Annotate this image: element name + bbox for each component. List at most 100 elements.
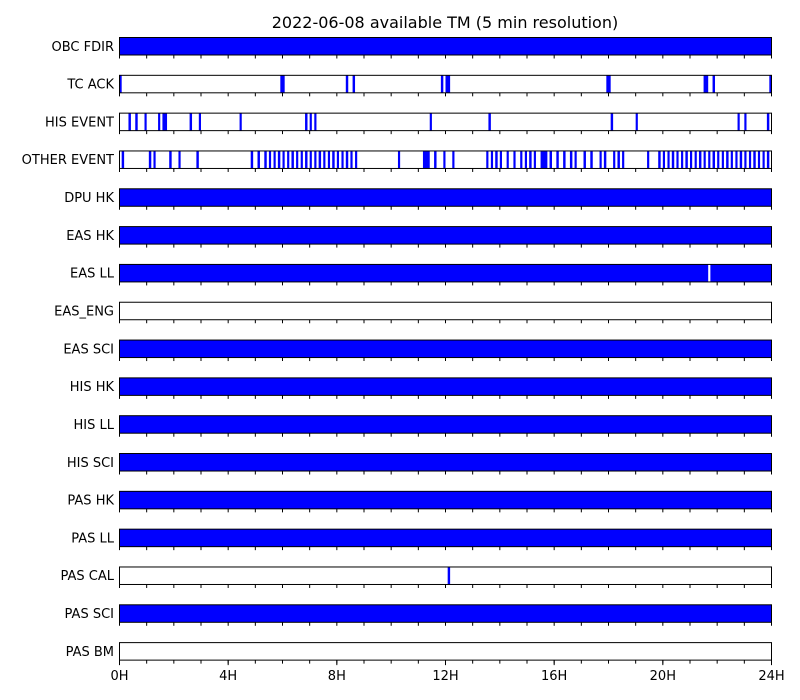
available-interval (119, 491, 772, 509)
available-interval (352, 75, 356, 93)
timeline-rows: OBC FDIR TC ACK HIS EVENT OTHER EVENT DPU HK… (22, 37, 772, 664)
available-interval (556, 150, 559, 169)
available-interval (355, 150, 358, 169)
available-interval (685, 150, 688, 169)
x-tick-label: 0H (110, 669, 128, 684)
available-interval (513, 150, 516, 169)
available-interval (273, 150, 276, 169)
available-interval (119, 188, 772, 207)
available-interval (590, 150, 593, 169)
available-interval (698, 150, 702, 169)
available-interval (178, 150, 181, 169)
available-interval (748, 150, 752, 169)
row-frame (119, 566, 772, 585)
row-label: HIS LL (74, 418, 115, 433)
available-interval (119, 264, 709, 282)
available-interval (135, 113, 138, 131)
available-interval (345, 75, 349, 93)
available-interval (744, 113, 747, 131)
available-interval (314, 150, 317, 169)
x-tick-label: 12H (432, 669, 458, 684)
available-interval (712, 75, 715, 93)
x-tick-label: 4H (219, 669, 237, 684)
row-label: PAS SCI (65, 607, 114, 622)
available-interval (119, 529, 772, 547)
available-interval (599, 150, 602, 169)
row-label: HIS SCI (67, 456, 114, 471)
x-axis: 0H 4H 8H 12H 16H 20H 24H (110, 660, 785, 684)
available-interval (280, 75, 285, 93)
available-interval (721, 150, 724, 169)
timeline-row: HIS SCI (67, 453, 772, 475)
available-interval (296, 150, 299, 169)
timeline-row: DPU HK (64, 188, 772, 210)
row-frame (119, 112, 772, 132)
timeline-row: EAS LL (70, 263, 772, 286)
available-interval (323, 150, 326, 169)
available-interval (440, 75, 444, 93)
timeline-row: PAS HK (67, 490, 772, 513)
timeline-row: EAS SCI (63, 339, 772, 362)
available-interval (148, 150, 152, 169)
available-interval (198, 113, 201, 131)
x-tick-label: 8H (328, 669, 346, 684)
available-interval (610, 113, 614, 131)
available-interval (712, 150, 715, 169)
available-interval (694, 150, 697, 169)
row-label: TC ACK (66, 78, 114, 93)
available-interval (766, 113, 770, 131)
available-interval (647, 150, 650, 169)
available-interval (726, 150, 729, 169)
available-interval (287, 150, 290, 169)
timeline-row: TC ACK (66, 74, 772, 97)
available-interval (488, 113, 491, 131)
available-interval (119, 453, 772, 472)
available-interval (327, 150, 331, 169)
row-label: EAS_ENG (54, 304, 114, 319)
available-interval (169, 150, 172, 169)
available-interval (445, 75, 451, 93)
available-interval (753, 150, 756, 169)
available-interval (119, 377, 772, 396)
available-interval (345, 150, 349, 169)
available-interval (153, 150, 156, 169)
available-interval (563, 150, 566, 169)
row-label: DPU HK (64, 191, 114, 206)
available-interval (703, 150, 706, 169)
available-interval (730, 150, 733, 169)
available-interval (144, 113, 147, 131)
timeline-row: HIS HK (70, 377, 772, 399)
available-interval (737, 113, 740, 131)
row-label: EAS HK (66, 229, 114, 244)
available-interval (336, 150, 340, 169)
available-interval (739, 150, 743, 169)
available-interval (314, 113, 317, 131)
row-label: EAS SCI (63, 342, 114, 357)
timeline-row: PAS SCI (65, 604, 772, 626)
available-interval (196, 150, 199, 169)
x-tick-label: 24H (758, 669, 784, 684)
available-interval (583, 150, 586, 169)
available-interval (119, 340, 772, 358)
available-interval (189, 113, 193, 131)
available-interval (119, 226, 772, 245)
available-interval (257, 150, 260, 169)
available-interval (569, 150, 573, 169)
row-label: EAS LL (70, 267, 115, 282)
available-interval (603, 150, 607, 169)
available-interval (529, 150, 532, 169)
available-interval (690, 150, 693, 169)
row-label: PAS LL (71, 531, 115, 546)
available-interval (309, 113, 312, 131)
available-interval (397, 150, 401, 169)
available-interval (676, 150, 679, 169)
available-interval (119, 37, 772, 55)
available-interval (744, 150, 747, 169)
available-interval (717, 150, 720, 169)
row-label: PAS HK (67, 494, 114, 509)
timeline-row: PAS BM (66, 642, 772, 664)
available-interval (533, 150, 536, 169)
available-interval (350, 150, 353, 169)
available-interval (158, 113, 161, 131)
timeline-row: OTHER EVENT (22, 150, 772, 172)
